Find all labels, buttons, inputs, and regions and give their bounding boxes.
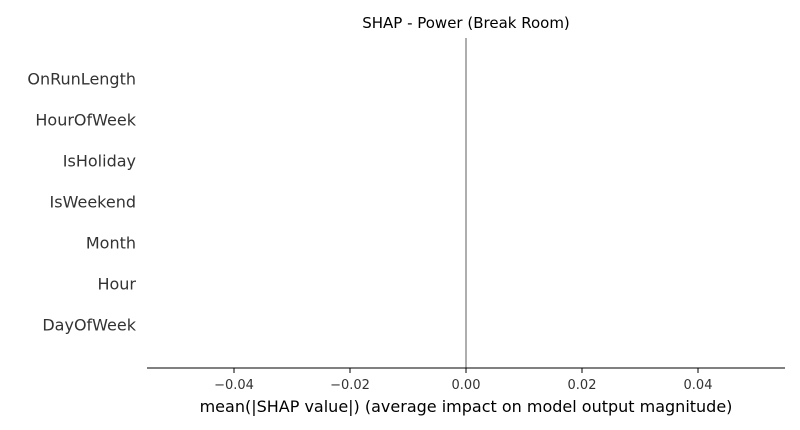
x-axis-ticks: −0.04 −0.02 0.00 0.02 0.04: [214, 368, 712, 393]
feature-label: IsWeekend: [50, 193, 136, 212]
x-tick-label: −0.02: [330, 378, 370, 393]
x-tick-label: 0.02: [568, 378, 597, 393]
x-tick-label: 0.04: [684, 378, 713, 393]
chart-title: SHAP - Power (Break Room): [362, 14, 570, 32]
x-axis-label: mean(|SHAP value|) (average impact on mo…: [200, 397, 733, 416]
feature-labels: OnRunLength HourOfWeek IsHoliday IsWeekend M…: [27, 70, 136, 335]
feature-label: DayOfWeek: [42, 316, 136, 335]
feature-label: Month: [86, 234, 136, 253]
x-tick-label: −0.04: [214, 378, 254, 393]
feature-label: HourOfWeek: [35, 111, 136, 130]
feature-label: Hour: [97, 275, 136, 294]
feature-label: OnRunLength: [27, 70, 136, 89]
x-tick-label: 0.00: [452, 378, 481, 393]
feature-label: IsHoliday: [63, 152, 136, 171]
